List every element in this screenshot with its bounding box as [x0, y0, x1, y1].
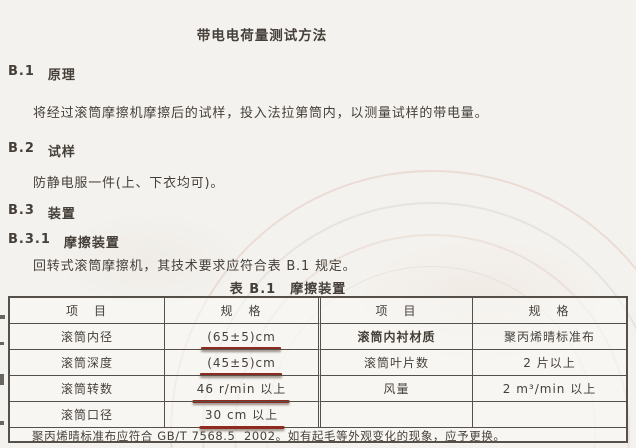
- table-cell-item: 滚筒口径: [10, 401, 164, 427]
- table-cell-spec: (45±5)cm: [164, 349, 318, 376]
- scan-artifact: [0, 315, 5, 319]
- table-cell-spec: 30 cm 以上: [164, 401, 318, 429]
- spec-value: (45±5)cm: [207, 355, 276, 370]
- section-heading-b31: B.3.1 摩擦装置: [8, 232, 120, 251]
- section-body-b2: 防静电服一件(上、下衣均可)。: [33, 176, 225, 191]
- section-number: B.3: [8, 203, 35, 218]
- table-cell-item: 滚筒转数: [10, 375, 164, 401]
- table-footnote: 聚丙烯晴标准布应符合 GB/T 7568.5 2002。如有起毛等外观变化的现象…: [10, 427, 626, 444]
- section-label: 摩擦装置: [63, 236, 120, 251]
- table-caption: 表 B.1 摩擦装置: [229, 282, 347, 297]
- document-title: 带电电荷量测试方法: [196, 28, 328, 44]
- spec-value: 30 cm 以上: [204, 408, 279, 422]
- section-label: 原理: [47, 68, 76, 83]
- red-underline-highlight: [200, 372, 283, 376]
- table-cell-spec: 2 片以上: [472, 349, 626, 375]
- section-body-b1: 将经过滚筒摩擦机摩擦后的试样，投入法拉第筒内，以测量试样的带电量。: [33, 106, 489, 121]
- table-cell-item: 滚筒叶片数: [318, 349, 472, 375]
- section-label: 试样: [47, 145, 76, 160]
- table-cell-spec: (65±5)cm: [164, 323, 318, 350]
- section-body-b31: 回转式滚筒摩擦机，其技术要求应符合表 B.1 规定。: [33, 259, 357, 274]
- section-heading-b1: B.1 原理: [8, 64, 76, 83]
- spec-value: 46 r/min 以上: [196, 382, 287, 396]
- scan-artifact: [0, 421, 4, 425]
- red-underline-highlight: [201, 346, 282, 350]
- table-cell-item: 风量: [318, 375, 472, 401]
- scan-artifact: [0, 374, 4, 385]
- red-underline-highlight: [199, 426, 284, 429]
- section-number: B.2: [8, 141, 35, 156]
- section-label: 装置: [47, 207, 76, 222]
- table-header-item-right: 项 目: [318, 298, 472, 323]
- table-cell-spec: 2 m³/min 以上: [472, 375, 626, 401]
- section-number: B.3.1: [8, 232, 51, 247]
- section-heading-b3: B.3 装置: [8, 203, 76, 222]
- table-cell-spec: [472, 401, 626, 427]
- table-header-spec-left: 规 格: [164, 298, 318, 323]
- section-heading-b2: B.2 试样: [8, 141, 76, 160]
- table-cell-item: [318, 401, 472, 427]
- table-cell-spec: 46 r/min 以上: [164, 375, 318, 403]
- table-header-item-left: 项 目: [65, 304, 108, 318]
- table-header-spec-right: 规 格: [472, 298, 626, 323]
- table-cell-item: 滚筒内径: [10, 323, 164, 349]
- friction-device-spec-table: 项 目 规 格 项 目 规 格 滚筒内径 (65±5)cm 滚筒内衬材质 聚丙烯…: [8, 296, 628, 443]
- table-cell-item: 滚筒深度: [10, 349, 164, 375]
- section-number: B.1: [8, 64, 35, 79]
- table-cell-spec: 聚丙烯晴标准布: [472, 323, 626, 349]
- scan-artifact: [0, 342, 4, 345]
- table-cell-item: 滚筒内衬材质: [318, 323, 472, 349]
- spec-value: (65±5)cm: [207, 329, 276, 344]
